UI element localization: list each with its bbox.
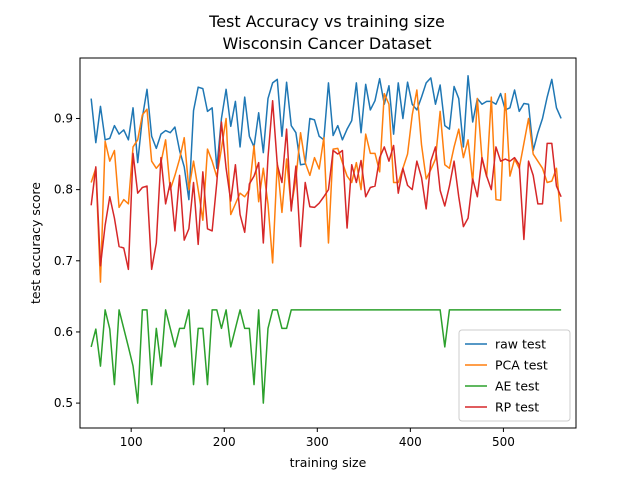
plot-area — [90, 75, 562, 404]
x-tick-label-1: 200 — [213, 435, 236, 449]
legend-label-0: raw test — [495, 337, 546, 352]
y-axis-label: test accuracy score — [28, 182, 43, 304]
series-line-0 — [90, 75, 562, 201]
legend-label-1: PCA test — [495, 358, 548, 373]
series-line-2 — [90, 309, 562, 404]
y-tick-label-3: 0.8 — [54, 183, 73, 197]
x-tick-label-2: 300 — [306, 435, 329, 449]
series-line-3 — [90, 99, 562, 271]
x-tick-label-0: 100 — [120, 435, 143, 449]
x-tick-label-3: 400 — [399, 435, 422, 449]
legend-label-3: RP test — [495, 400, 539, 415]
legend: raw test PCA test AE test RP test — [458, 329, 571, 422]
legend-items: raw test PCA test AE test RP test — [465, 337, 548, 415]
x-tick-label-4: 500 — [492, 435, 515, 449]
x-axis-label: training size — [290, 455, 367, 470]
chart-title: Test Accuracy vs training size — [208, 12, 445, 31]
y-tick-label-0: 0.5 — [54, 396, 73, 410]
y-tick-label-1: 0.6 — [54, 325, 73, 339]
axis-ticks: 100 200 300 400 500 0.5 0.6 0.7 0.8 0.9 — [54, 111, 515, 449]
plot-frame — [79, 57, 577, 429]
y-tick-label-4: 0.9 — [54, 111, 73, 125]
legend-box — [458, 329, 571, 422]
y-tick-label-2: 0.7 — [54, 254, 73, 268]
legend-label-2: AE test — [495, 379, 540, 394]
chart-subtitle: Wisconsin Cancer Dataset — [222, 34, 431, 53]
